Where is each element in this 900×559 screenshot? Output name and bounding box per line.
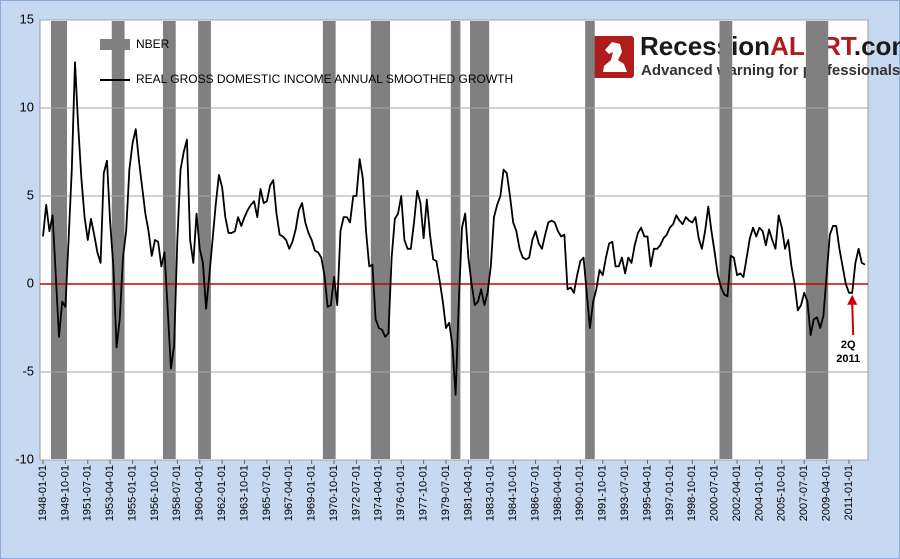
recession-bar [322,21,336,459]
x-tick-label: 1949-10-01 [59,465,71,521]
recession-bar [370,21,391,459]
recession-bar [198,21,211,459]
x-tick-label: 2000-07-01 [709,465,721,521]
x-tick-label: 1998-10-01 [686,465,698,521]
x-tick-label: 1955-01-01 [126,465,138,521]
x-tick-label: 1953-04-01 [104,465,116,521]
logo: RecessionALERT.com Advanced warning for … [592,31,900,79]
logo-title: RecessionALERT.com [640,31,900,61]
annotation-label: 2Q [841,339,856,351]
x-tick-label: 1960-04-01 [194,465,206,521]
x-tick-label: 1997-01-01 [664,465,676,521]
x-tick-label: 1993-07-01 [619,465,631,521]
x-tick-label: 1977-10-01 [418,465,430,521]
recession-bar [162,21,176,459]
x-tick-label: 1984-10-01 [507,465,519,521]
x-tick-label: 2004-01-01 [753,465,765,521]
x-tick-label: 1963-10-01 [238,465,250,521]
x-tick-label: 1965-07-01 [261,465,273,521]
x-tick-label: 1967-04-01 [283,465,295,521]
x-tick-label: 1972-07-01 [350,465,362,521]
y-tick-label: -10 [15,451,34,466]
x-tick-label: 1981-04-01 [462,465,474,521]
logo-knight [603,42,627,72]
x-tick-label: 1956-10-01 [149,465,161,521]
x-tick-label: 1983-01-01 [485,465,497,521]
logo-part: .com [854,31,900,61]
recession-bar [805,21,829,459]
x-tick-label: 1951-07-01 [82,465,94,521]
x-tick-label: 1991-10-01 [597,465,609,521]
y-tick-label: 15 [20,11,34,26]
recession-bar [585,21,595,459]
annotation-arrowhead [847,294,858,305]
x-tick-label: 1958-07-01 [171,465,183,521]
y-tick-label: 0 [27,275,34,290]
x-tick-label: 1979-07-01 [440,465,452,521]
x-tick-label: 1995-04-01 [641,465,653,521]
x-tick-label: 2005-10-01 [776,465,788,521]
recession-bar [469,21,490,459]
y-tick-label: 10 [20,99,34,114]
x-tick-label: 1988-04-01 [552,465,564,521]
x-tick-label: 1976-01-01 [395,465,407,521]
x-tick-label: 2009-04-01 [821,465,833,521]
recession-bar [50,21,67,459]
x-tick-label: 1986-07-01 [529,465,541,521]
x-tick-label: 2007-07-01 [798,465,810,521]
x-tick-label: 1970-10-01 [328,465,340,521]
x-tick-label: 2011-01-01 [843,465,855,520]
y-tick-label: -5 [22,363,34,378]
annotation-label: 2011 [836,353,860,365]
logo-part: Recession [640,31,770,61]
annotation-arrow [851,302,855,336]
recession-bar [719,21,733,459]
legend-label: REAL GROSS DOMESTIC INCOME ANNUAL SMOOTH… [136,72,513,86]
y-tick-label: 5 [27,187,34,202]
legend-swatch [100,39,130,50]
legend-label: NBER [136,37,170,51]
x-tick-label: 1974-04-01 [373,465,385,521]
series-line [42,61,866,396]
x-tick-label: 1969-01-01 [306,465,318,521]
recession-bar [450,21,461,459]
x-tick-label: 1948-01-01 [37,465,49,521]
recession-bar [111,21,125,459]
x-tick-label: 2002-04-01 [731,465,743,521]
x-tick-label: 1962-01-01 [216,465,228,521]
logo-tagline: Advanced warning for professionals [641,62,900,79]
x-tick-label: 1990-01-01 [574,465,586,521]
